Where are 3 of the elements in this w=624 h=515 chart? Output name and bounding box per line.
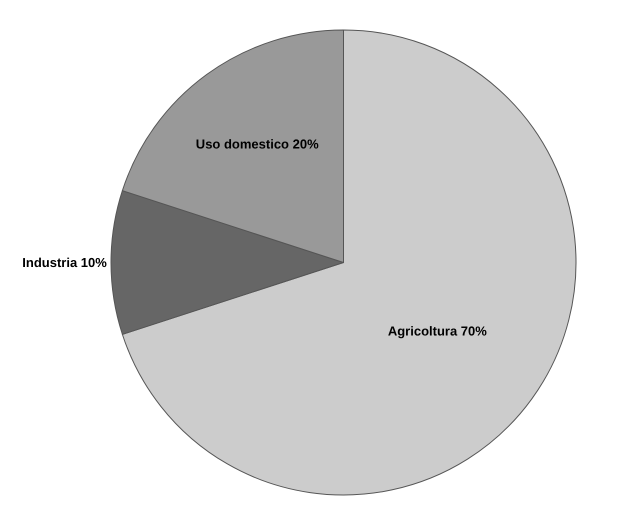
slice-label: Agricoltura 70% <box>388 323 488 338</box>
slice-label: Industria 10% <box>22 255 108 270</box>
slice-label: Uso domestico 20% <box>196 136 320 152</box>
